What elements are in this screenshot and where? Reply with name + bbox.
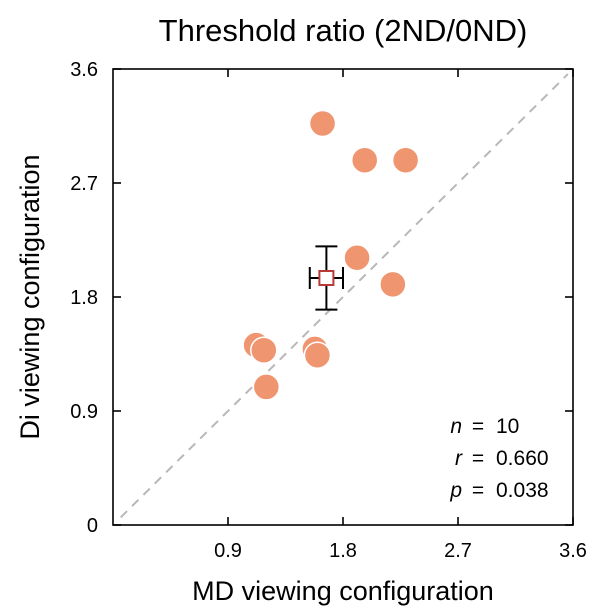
data-point: [250, 336, 278, 364]
stat-variable: n: [450, 415, 462, 438]
x-tick-label: 0.9: [214, 540, 242, 562]
data-point: [391, 146, 420, 174]
data-point: [308, 109, 337, 138]
stat-equals: =: [472, 415, 484, 438]
stat-value: 0.038: [496, 479, 549, 502]
data-point: [303, 341, 332, 370]
data-point: [343, 243, 371, 272]
x-axis-title: MD viewing configuration: [192, 576, 494, 606]
y-tick-label: 0.9: [70, 401, 98, 423]
x-tick-label: 3.6: [559, 540, 587, 562]
mean-marker: [318, 270, 335, 286]
y-tick-label: 1.8: [70, 287, 98, 309]
stat-equals: =: [472, 479, 484, 502]
y-tick-label: 3.6: [70, 59, 98, 81]
stat-variable: p: [449, 479, 462, 502]
stat-equals: =: [472, 447, 484, 470]
data-point: [252, 373, 281, 401]
identity-line: [119, 73, 569, 519]
x-tick-label: 2.7: [444, 540, 472, 562]
y-tick-label: 2.7: [70, 173, 98, 195]
chart-title: Threshold ratio (2ND/0ND): [159, 13, 528, 48]
x-tick-label: 1.8: [329, 540, 357, 562]
y-axis-title: Di viewing configuration: [15, 154, 45, 439]
plot-area: 0.9 1.8 2.7 3.6 0 0.9 1.8 2.7 3.6 n = 10 r = 0.660 p = 0.…: [70, 59, 587, 562]
stat-variable: r: [455, 447, 463, 470]
data-point: [350, 146, 379, 174]
data-point: [379, 270, 407, 299]
stat-value: 10: [496, 415, 519, 438]
y-tick-label: 0: [87, 515, 98, 537]
stat-value: 0.660: [496, 447, 549, 470]
